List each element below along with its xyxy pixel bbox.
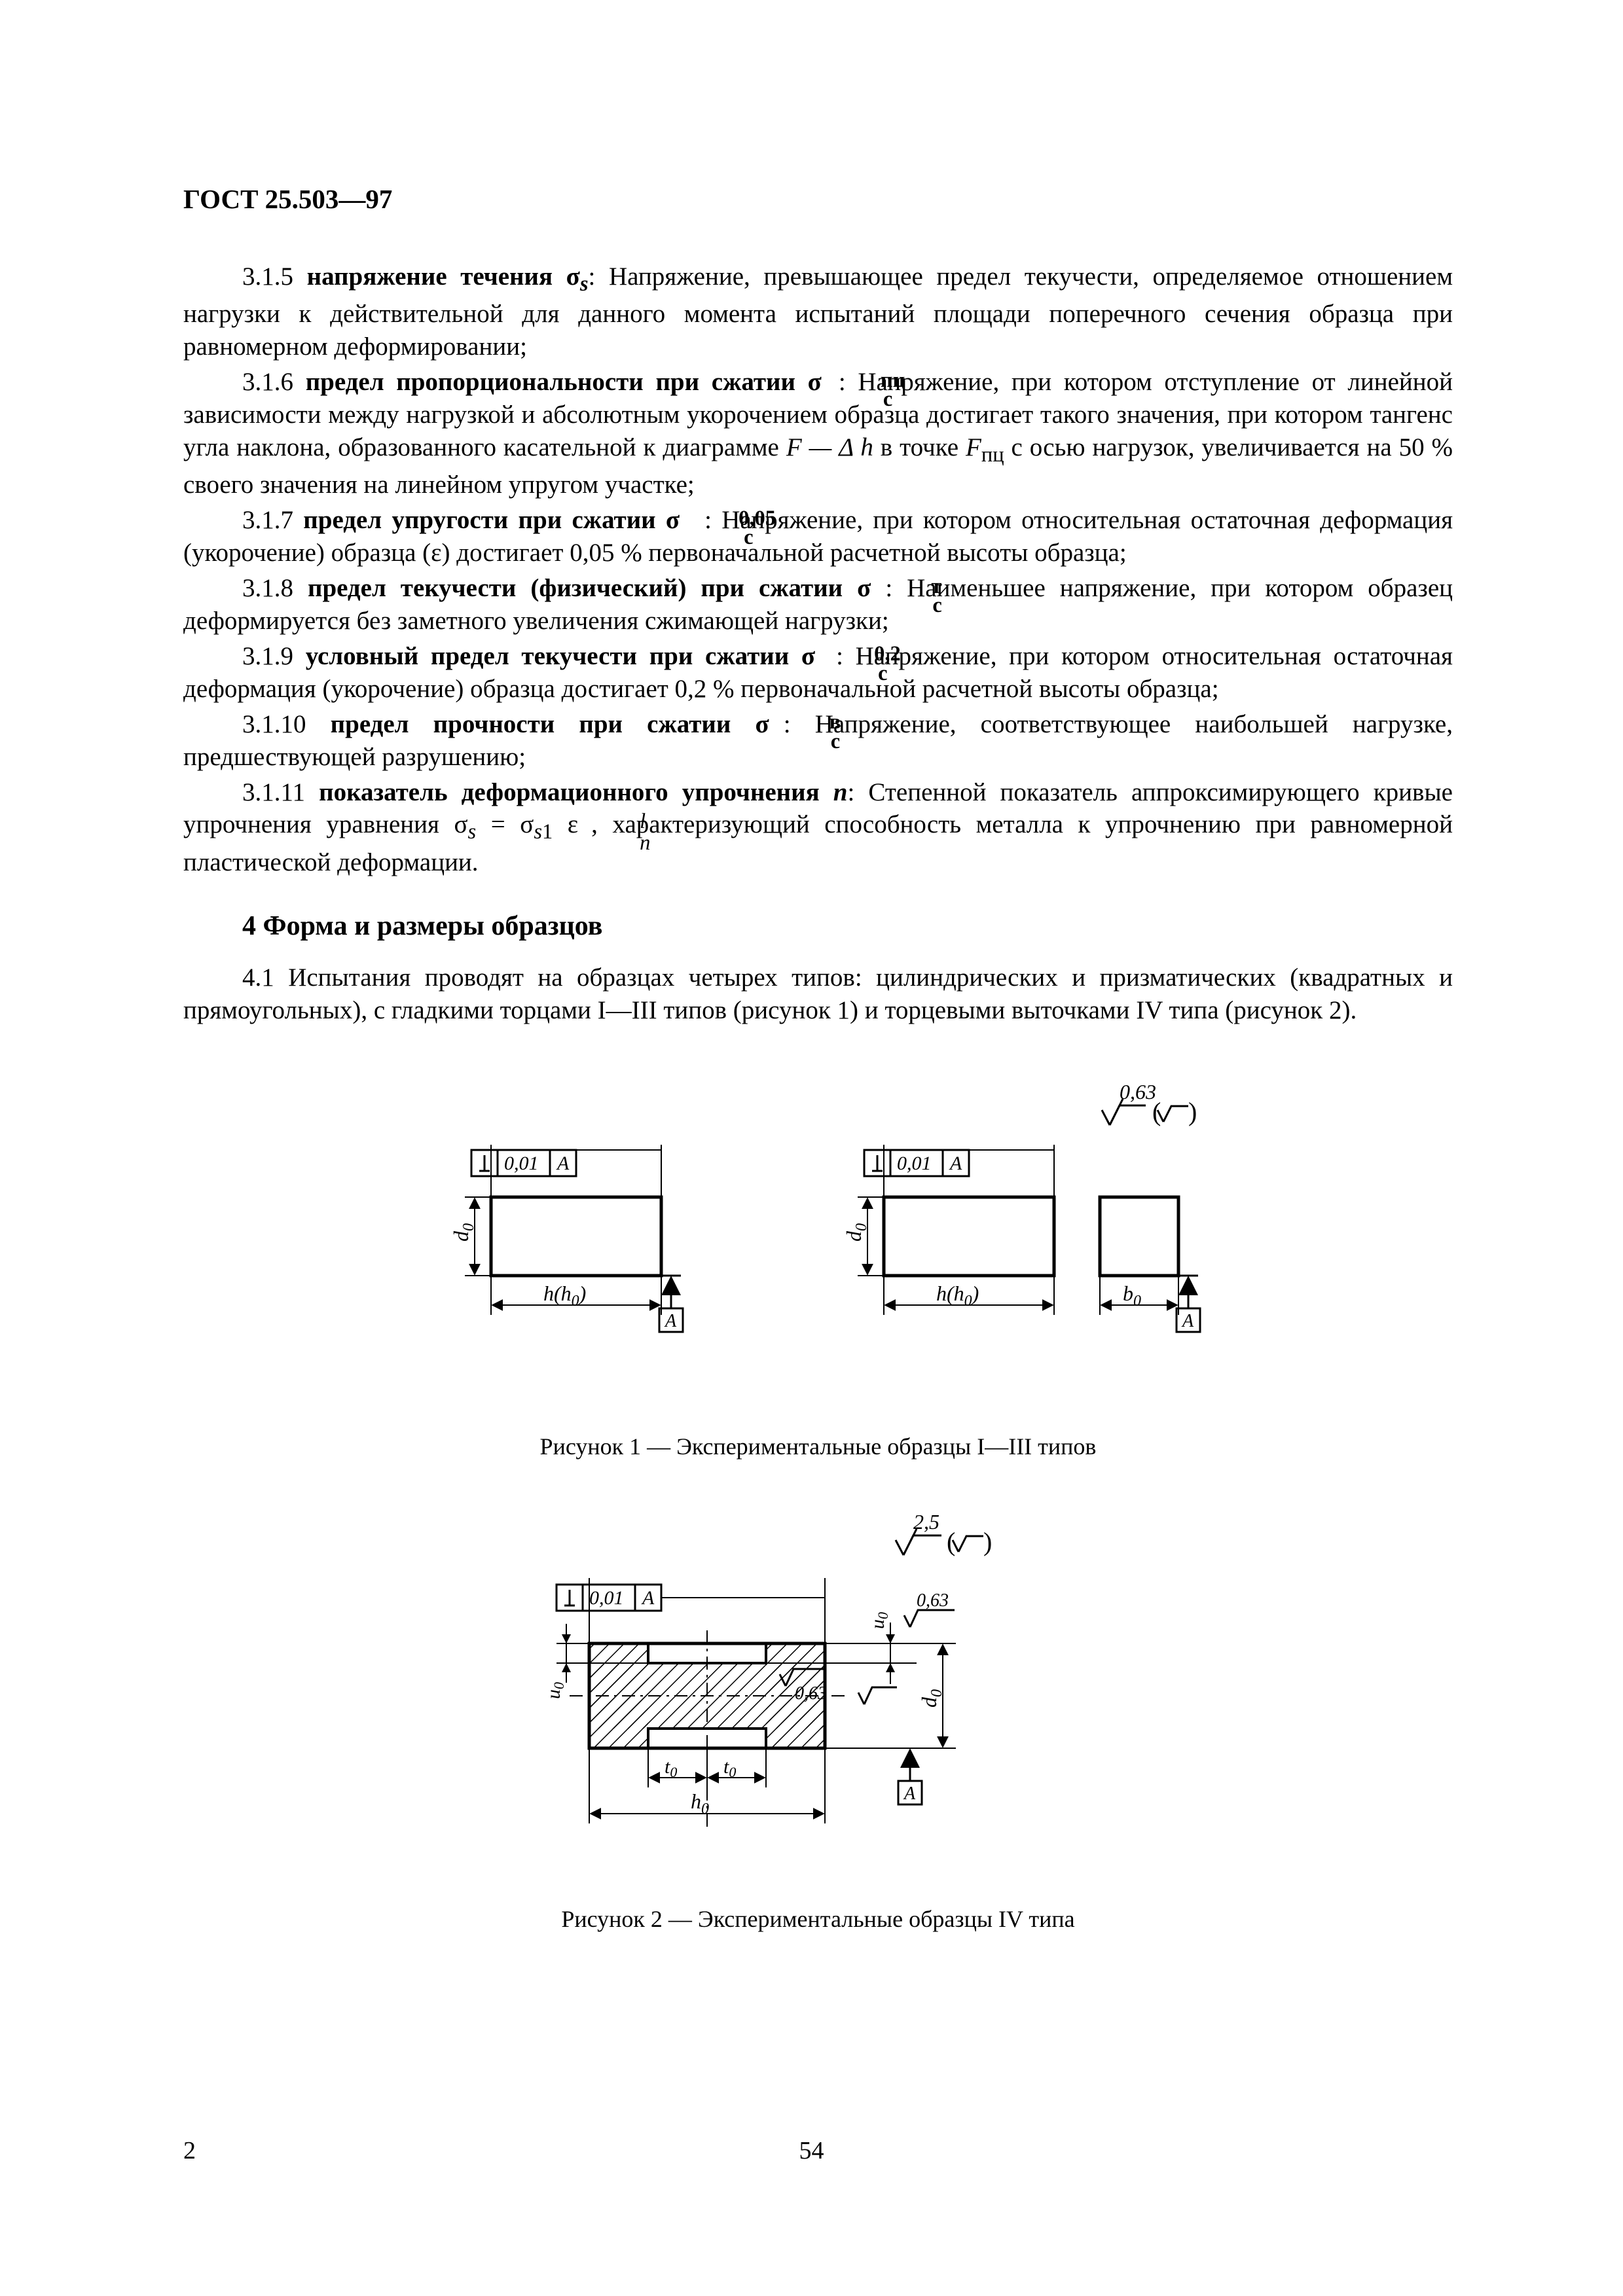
term: предел прочности при сжатии σсв (331, 710, 784, 738)
svg-text:d0: d0 (449, 1223, 477, 1242)
para-3-1-6: 3.1.6 предел пропорциональности при сжат… (183, 366, 1453, 501)
svg-text:t0: t0 (723, 1756, 736, 1780)
section-4-title: 4 Форма и размеры образцов (242, 910, 1453, 942)
page-number-center: 54 (799, 2136, 824, 2165)
term: показатель деформационного упрочнения n (319, 778, 847, 806)
svg-text:А: А (556, 1153, 570, 1174)
para-3-1-5: 3.1.5 напряжение течения σs: Напряжение,… (183, 260, 1453, 363)
svg-text:u0: u0 (543, 1682, 567, 1699)
num: 3.1.11 (242, 778, 319, 806)
para-3-1-7: 3.1.7 предел упругости при сжатии σс0,05… (183, 504, 1453, 569)
math: F — Δ h (786, 433, 873, 461)
para-3-1-8: 3.1.8 предел текучести (физический) при … (183, 572, 1453, 637)
svg-text:А: А (1181, 1311, 1194, 1331)
svg-text:А: А (664, 1311, 677, 1331)
svg-text:t0: t0 (665, 1756, 677, 1780)
svg-text:0,01: 0,01 (897, 1153, 932, 1174)
svg-text:): ) (1188, 1097, 1197, 1126)
figure-2-caption: Рисунок 2 — Экспериментальные образцы IV… (183, 1905, 1453, 1933)
num: 3.1.8 (242, 574, 308, 602)
figure-1: 0,01 А d0 h(h0) (183, 1079, 1453, 1460)
term: предел упругости при сжатии σс0,05 (303, 506, 704, 534)
svg-text:0,63: 0,63 (1120, 1080, 1156, 1103)
num: 3.1.6 (242, 368, 306, 396)
svg-text:): ) (983, 1527, 992, 1556)
text2: в точке (873, 433, 966, 461)
svg-text:0,63: 0,63 (795, 1683, 827, 1704)
term: условный предел текучести при сжатии σс0… (306, 642, 836, 670)
svg-text:А: А (949, 1153, 962, 1174)
para-3-1-10: 3.1.10 предел прочности при сжатии σсв: … (183, 708, 1453, 774)
figure-1-svg: 0,01 А d0 h(h0) (327, 1079, 1309, 1407)
doc-header: ГОСТ 25.503—97 (183, 183, 1453, 215)
num: 3.1.7 (242, 506, 303, 534)
svg-text:А: А (903, 1784, 916, 1804)
figure-1-caption: Рисунок 1 — Экспериментальные образцы I—… (183, 1433, 1453, 1460)
svg-text:0,63: 0,63 (917, 1590, 949, 1611)
text2: = σ (476, 810, 534, 838)
text3: ε (553, 810, 578, 838)
term: предел текучести (физический) при сжатии… (308, 574, 885, 602)
Fpc: F (966, 433, 981, 461)
term: напряжение течения σs (307, 262, 589, 291)
para-4-1: 4.1 Испытания проводят на образцах четыр… (183, 961, 1453, 1027)
figure-2-svg: 2,5 ( ) 0,01 А (458, 1513, 1178, 1879)
num: 3.1.10 (242, 710, 331, 738)
svg-text:d0: d0 (917, 1689, 945, 1708)
svg-text:0,01: 0,01 (589, 1587, 624, 1609)
svg-text:(: ( (1152, 1097, 1161, 1126)
svg-text:2,5: 2,5 (913, 1513, 939, 1534)
figure-2: 2,5 ( ) 0,01 А (183, 1513, 1453, 1933)
num: 3.1.9 (242, 642, 306, 670)
svg-text:u0: u0 (867, 1612, 891, 1629)
term: предел пропорциональности при сжатии σсп… (306, 368, 839, 396)
para-3-1-9: 3.1.9 условный предел текучести при сжат… (183, 640, 1453, 706)
svg-text:d0: d0 (842, 1223, 870, 1242)
num: 3.1.5 (242, 262, 307, 291)
page-number-left: 2 (183, 2136, 196, 2165)
svg-text:0,01: 0,01 (504, 1153, 539, 1174)
svg-text:А: А (641, 1587, 655, 1609)
para-3-1-11: 3.1.11 показатель деформационного упрочн… (183, 776, 1453, 879)
